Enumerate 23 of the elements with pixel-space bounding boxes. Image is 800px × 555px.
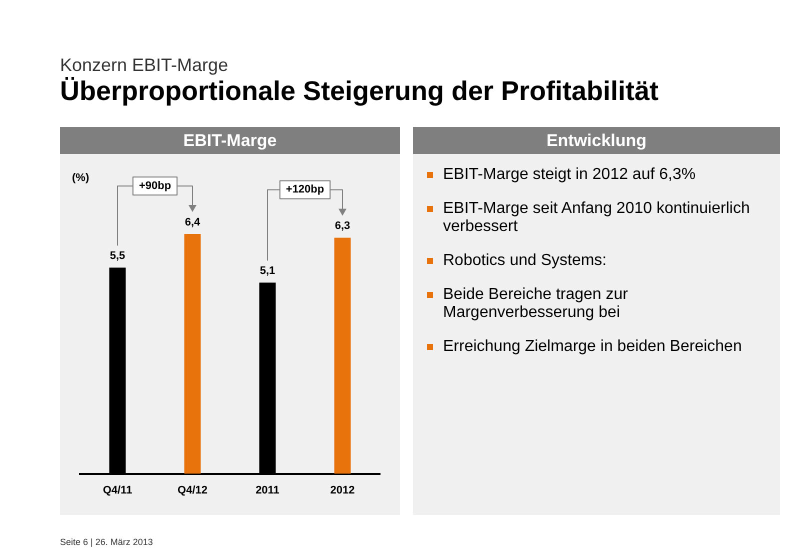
bar xyxy=(334,238,351,474)
data-label: 5,5 xyxy=(110,250,126,262)
text: Beide Bereiche tragen zur Margenverbesserung bei xyxy=(443,286,629,322)
text: Überproportionale Steigerung der Profitabilität xyxy=(60,76,659,107)
x-tick-label: 2011 xyxy=(256,484,280,496)
text: +90bp xyxy=(138,180,172,192)
bar xyxy=(184,234,201,474)
data-label: 5,1 xyxy=(260,265,276,278)
text: Konzern EBIT-Marge xyxy=(60,55,228,76)
data-label: 6,4 xyxy=(184,216,202,228)
text: Erreichung Zielmarge in beiden Bereichen xyxy=(443,338,742,356)
text: Robotics und Systems: xyxy=(443,252,607,270)
x-tick-label: Q4/12 xyxy=(178,484,208,496)
x-tick-label: 2012 xyxy=(330,484,355,496)
x-tick-label: Q4/11 xyxy=(102,484,132,496)
y-axis-title: (%) xyxy=(72,172,90,184)
text: EBIT-Marge seit Anfang 2010 kontinuierlich verbessert xyxy=(443,200,751,236)
text: Seite 6 | 26. März 2013 xyxy=(60,537,153,547)
text: EBIT-Marge steigt in 2012 auf 6,3% xyxy=(443,166,696,184)
text: Entwicklung xyxy=(413,127,780,154)
data-label: 6,3 xyxy=(334,220,350,232)
chart-title: EBIT-Marge xyxy=(60,127,400,154)
text: +120bp xyxy=(286,184,324,196)
